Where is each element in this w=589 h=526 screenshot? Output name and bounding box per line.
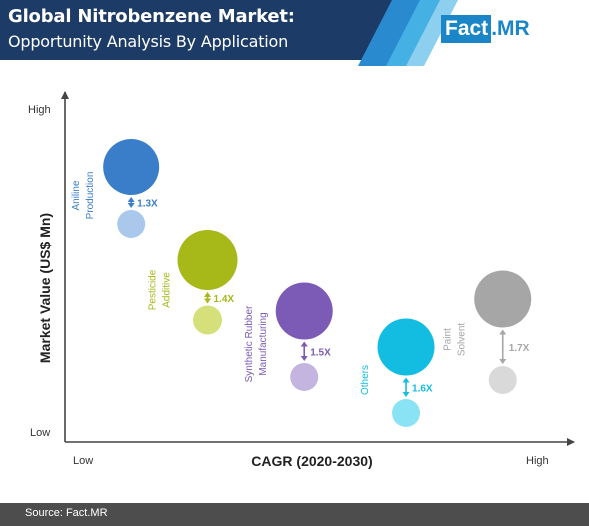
y-axis-label: Market Value (US$ Mn) — [37, 213, 53, 363]
page-title: Global Nitrobenzene Market: — [8, 6, 295, 27]
label-synthetic-rubber-manufacturing-line-2: Manufacturing — [258, 312, 269, 375]
label-synthetic-rubber-manufacturing-line-1: Synthetic Rubber — [244, 305, 255, 382]
y-tick-low: Low — [30, 427, 50, 439]
growth-arrow-paint-solvent — [499, 329, 507, 364]
source-note: Source: Fact.MR — [25, 507, 108, 519]
factmr-logo: Fact .MR — [441, 15, 530, 45]
label-others-line-1: Others — [360, 365, 371, 395]
bubble-synthetic-rubber-manufacturing-future — [290, 363, 319, 391]
x-axis-label: CAGR (2020-2030) — [251, 453, 372, 469]
label-paint-solvent-line-2: Solvent — [457, 323, 468, 357]
y-tick-high: High — [28, 104, 51, 116]
multiplier-others: 1.6X — [412, 383, 433, 394]
bubble-paint-solvent-future — [488, 366, 517, 394]
growth-arrow-others — [402, 377, 410, 397]
bubble-synthetic-rubber-manufacturing-current — [275, 282, 333, 340]
label-pesticide-additive-line-2: Additive — [162, 272, 173, 308]
bubble-group: 1.3X Aniline Production 1.4X Pesticide Additi… — [71, 139, 532, 427]
x-tick-high: High — [526, 455, 549, 467]
logo-fact-text: Fact — [441, 15, 492, 43]
bubble-others-current — [377, 318, 435, 376]
bubble-pesticide-additive-current — [177, 230, 238, 290]
multiplier-paint-solvent: 1.7X — [509, 343, 530, 354]
multiplier-synthetic-rubber-manufacturing: 1.5X — [310, 347, 331, 358]
bubble-paint-solvent-current — [474, 270, 532, 328]
header-banner: Global Nitrobenzene Market: Opportunity … — [0, 0, 589, 66]
logo-mr-text: .MR — [491, 17, 530, 40]
label-paint-solvent-line-1: Paint — [443, 328, 454, 351]
label-pesticide-additive-line-1: Pesticide — [148, 269, 159, 310]
multiplier-pesticide-additive: 1.4X — [214, 294, 235, 305]
header-background — [0, 0, 458, 66]
multiplier-aniline-production: 1.3X — [137, 199, 158, 210]
growth-arrow-pesticide-additive — [204, 292, 212, 304]
bubble-others-future — [392, 399, 421, 427]
page-subtitle: Opportunity Analysis By Application — [8, 32, 289, 51]
bubble-pesticide-additive-future — [193, 305, 223, 335]
x-tick-low: Low — [73, 455, 93, 467]
footer-bar: Source: Fact.MR — [0, 503, 589, 526]
bubble-chart: High Low Low High CAGR (2020-2030) Marke… — [28, 91, 575, 469]
label-aniline-production-line-2: Production — [85, 172, 96, 220]
bubble-aniline-production-future — [117, 210, 146, 238]
growth-arrow-synthetic-rubber-manufacturing — [300, 341, 308, 361]
growth-arrow-aniline-production — [127, 197, 135, 208]
label-aniline-production-line-1: Aniline — [71, 180, 82, 210]
bubble-aniline-production-current — [103, 139, 160, 195]
